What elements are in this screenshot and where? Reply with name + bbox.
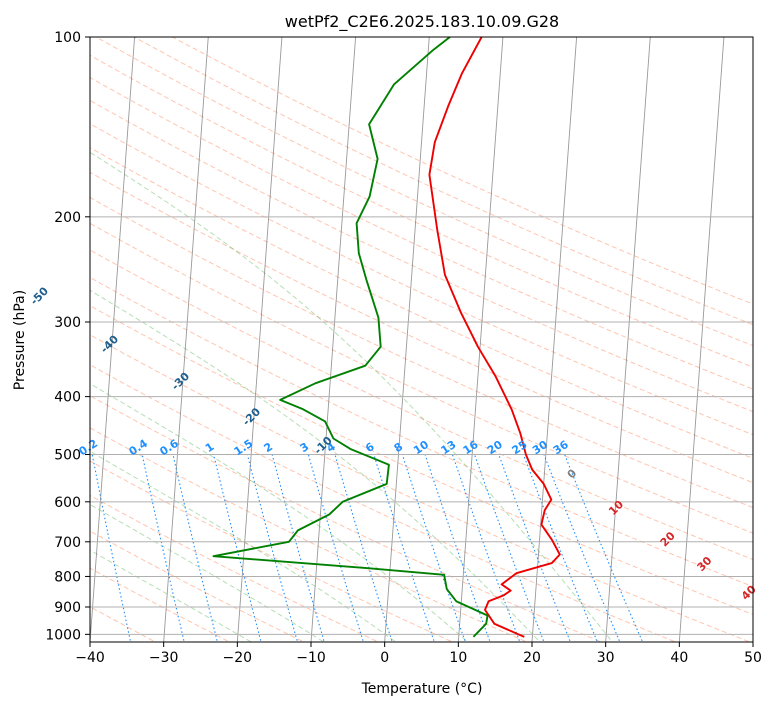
- moist-adiabat-line: [90, 503, 325, 642]
- mixing-ratio-line: [451, 454, 521, 642]
- mixing-ratio-label: 8: [392, 440, 406, 455]
- dry-adiabat-line: [172, 37, 753, 305]
- mixing-ratio-line: [172, 454, 218, 642]
- isotherm-line: [457, 37, 504, 642]
- isotherm-line: [752, 635, 753, 642]
- y-axis-label: Pressure (hPa): [12, 290, 28, 390]
- pressure-grid: [90, 36, 753, 635]
- mixing-ratio-line: [373, 454, 435, 642]
- dry-adiabat-line: [0, 37, 11, 645]
- mixing-ratio-line: [91, 454, 132, 642]
- temperature-profile-line: [428, 37, 561, 638]
- y-tick-label: 400: [54, 390, 81, 406]
- isotherm-label: -30: [169, 370, 192, 393]
- isotherm-line: [90, 37, 136, 642]
- dry-adiabat-line: [90, 54, 753, 368]
- x-tick-label: 10: [449, 650, 467, 666]
- mixing-ratio-line: [213, 454, 262, 642]
- profiles: [212, 37, 561, 638]
- isotherm-line: [531, 37, 578, 642]
- mixing-ratio-label: 3: [298, 440, 312, 455]
- dry-adiabat-line: [90, 276, 753, 588]
- background-lines: [0, 37, 753, 645]
- mixing-ratio-line: [401, 454, 466, 642]
- y-tick-label: 600: [54, 495, 81, 511]
- x-tick-label: −20: [223, 650, 253, 666]
- y-tick-label: 900: [54, 600, 81, 616]
- mixing-ratio-line: [473, 454, 545, 642]
- isotherm-label: -40: [98, 332, 121, 355]
- mixing-ratio-line: [424, 454, 491, 642]
- dry-adiabat-line: [95, 37, 753, 347]
- mixing-ratio-line: [307, 454, 364, 642]
- isotherm-line: [163, 37, 209, 642]
- y-tick-label: 1000: [45, 627, 81, 643]
- isotherm-line: [310, 37, 357, 642]
- moist-adiabat-label: 40: [739, 582, 759, 602]
- x-tick-label: 30: [597, 650, 615, 666]
- y-tick-label: 100: [54, 30, 81, 46]
- moist-adiabat-label: 30: [695, 554, 715, 574]
- dry-adiabat-line: [90, 427, 529, 642]
- moist-adiabat-line: [90, 383, 469, 642]
- moist-adiabat-label: 10: [606, 498, 626, 518]
- mixing-ratio-line: [141, 454, 185, 642]
- dry-adiabat-line: [90, 334, 752, 642]
- dry-adiabat-line: [90, 364, 677, 642]
- x-tick-label: −40: [75, 650, 105, 666]
- isotherm-line: [605, 37, 651, 642]
- mixing-ratio-line: [271, 454, 325, 642]
- isotherm-line: [384, 37, 430, 642]
- dry-adiabat-line: [90, 171, 753, 484]
- mixing-ratio-line: [334, 454, 393, 642]
- dry-adiabat-line: [90, 530, 306, 642]
- mixing-ratio-line: [522, 454, 599, 642]
- dry-adiabat-line: [90, 395, 603, 642]
- y-tick-label: 800: [54, 569, 81, 585]
- x-tick-label: 50: [744, 650, 762, 666]
- isotherm-label: -50: [28, 284, 51, 307]
- mixing-ratio-line: [498, 454, 571, 642]
- mixing-ratio-line: [543, 454, 621, 642]
- mixing-ratio-line: [564, 454, 644, 642]
- mixing-ratio-line: [246, 454, 299, 642]
- dry-adiabat-line: [90, 305, 753, 616]
- isotherm-line: [236, 37, 283, 642]
- x-tick-label: −30: [149, 650, 179, 666]
- x-axis-label: Temperature (°C): [361, 681, 483, 697]
- dewpoint-profile-line: [212, 37, 489, 638]
- mixing-ratio-label: 2: [262, 440, 276, 455]
- dry-adiabat-line: [133, 37, 753, 326]
- y-tick-label: 700: [54, 535, 81, 551]
- dry-adiabat-line: [90, 222, 753, 534]
- dry-adiabat-line: [90, 494, 380, 642]
- dry-adiabat-line: [90, 567, 231, 642]
- moist-adiabat-label: 20: [658, 529, 678, 549]
- y-tick-label: 300: [54, 315, 81, 331]
- dry-adiabat-line: [90, 460, 454, 642]
- moist-adiabat-line: [90, 151, 614, 642]
- y-tick-label: 500: [54, 448, 81, 464]
- x-tick-label: 20: [523, 650, 541, 666]
- y-tick-label: 200: [54, 210, 81, 226]
- mixing-ratio-label: 6: [363, 440, 377, 455]
- isotherm-label: -20: [240, 405, 263, 428]
- moist-adiabat-line: [90, 450, 397, 642]
- moist-adiabat-line: [90, 289, 541, 642]
- mixing-ratio-label: 1.5: [232, 437, 255, 459]
- x-tick-label: 0: [380, 650, 389, 666]
- x-tick-label: 40: [670, 650, 688, 666]
- plot-frame: [89, 36, 754, 643]
- axes: −40 −30 −20 −10 0 10 20 30 40 5010020030040050060…: [45, 30, 762, 666]
- moist-adiabat-label: 0: [565, 466, 580, 481]
- mixing-ratio-label: 1: [203, 440, 217, 455]
- chart-title: wetPf2_C2E6.2025.183.10.09.G28: [285, 12, 559, 32]
- mixing-ratio-label: 0.4: [127, 437, 151, 459]
- x-tick-label: −10: [296, 650, 326, 666]
- dry-adiabat-line: [90, 77, 753, 390]
- isotherm-line: [678, 37, 725, 642]
- dry-adiabat-line: [90, 196, 753, 509]
